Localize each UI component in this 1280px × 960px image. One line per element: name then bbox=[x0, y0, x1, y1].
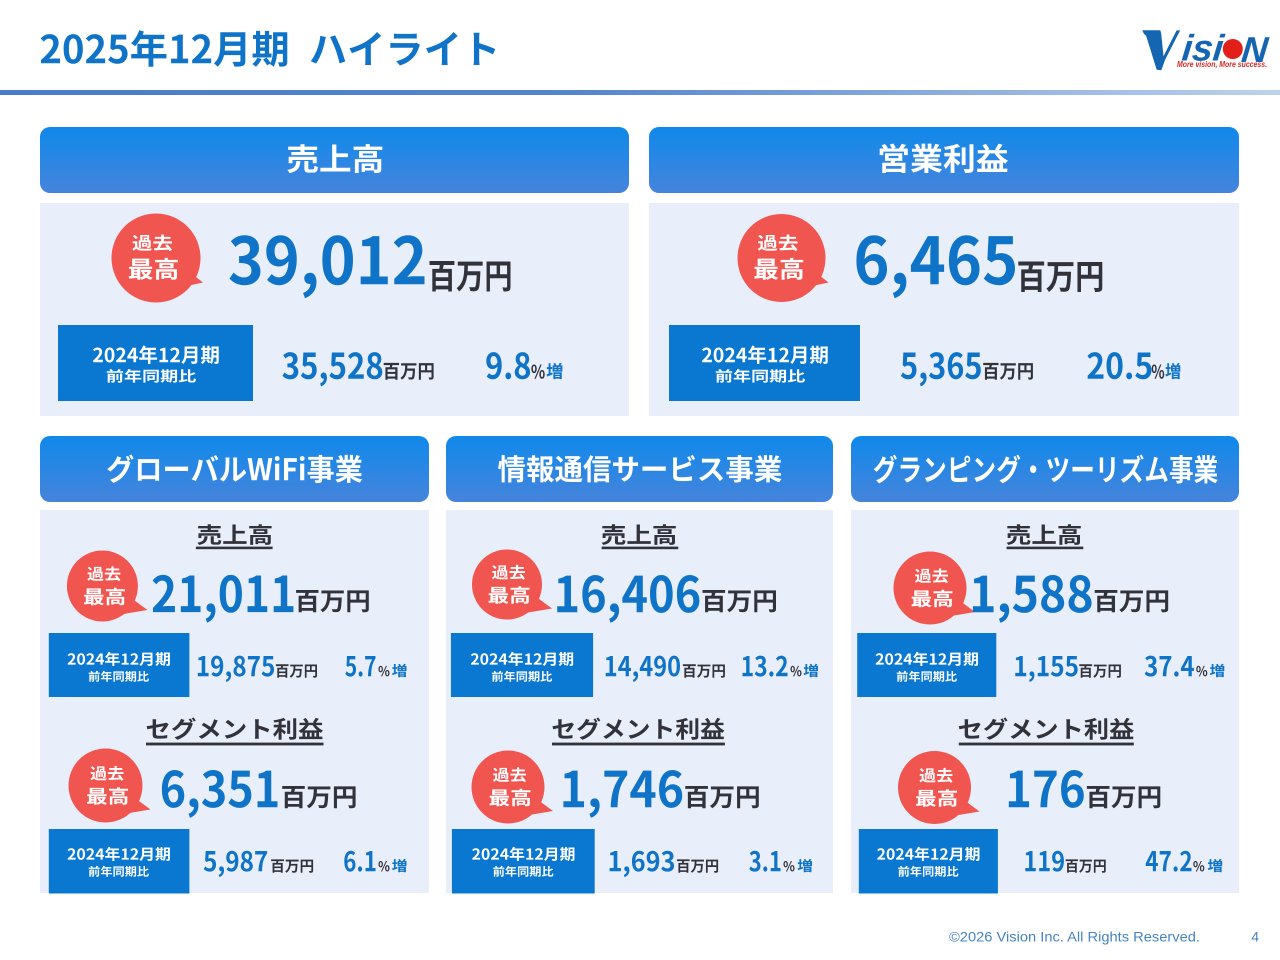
svg-text:isi: isi bbox=[1180, 27, 1226, 69]
svg-text:More vision, More success.: More vision, More success. bbox=[1177, 60, 1267, 69]
svg-text:4: 4 bbox=[1251, 929, 1259, 945]
svg-text:©2026 Vision Inc. All Rights R: ©2026 Vision Inc. All Rights Reserved. bbox=[949, 929, 1200, 945]
svg-text:N: N bbox=[1240, 29, 1271, 70]
